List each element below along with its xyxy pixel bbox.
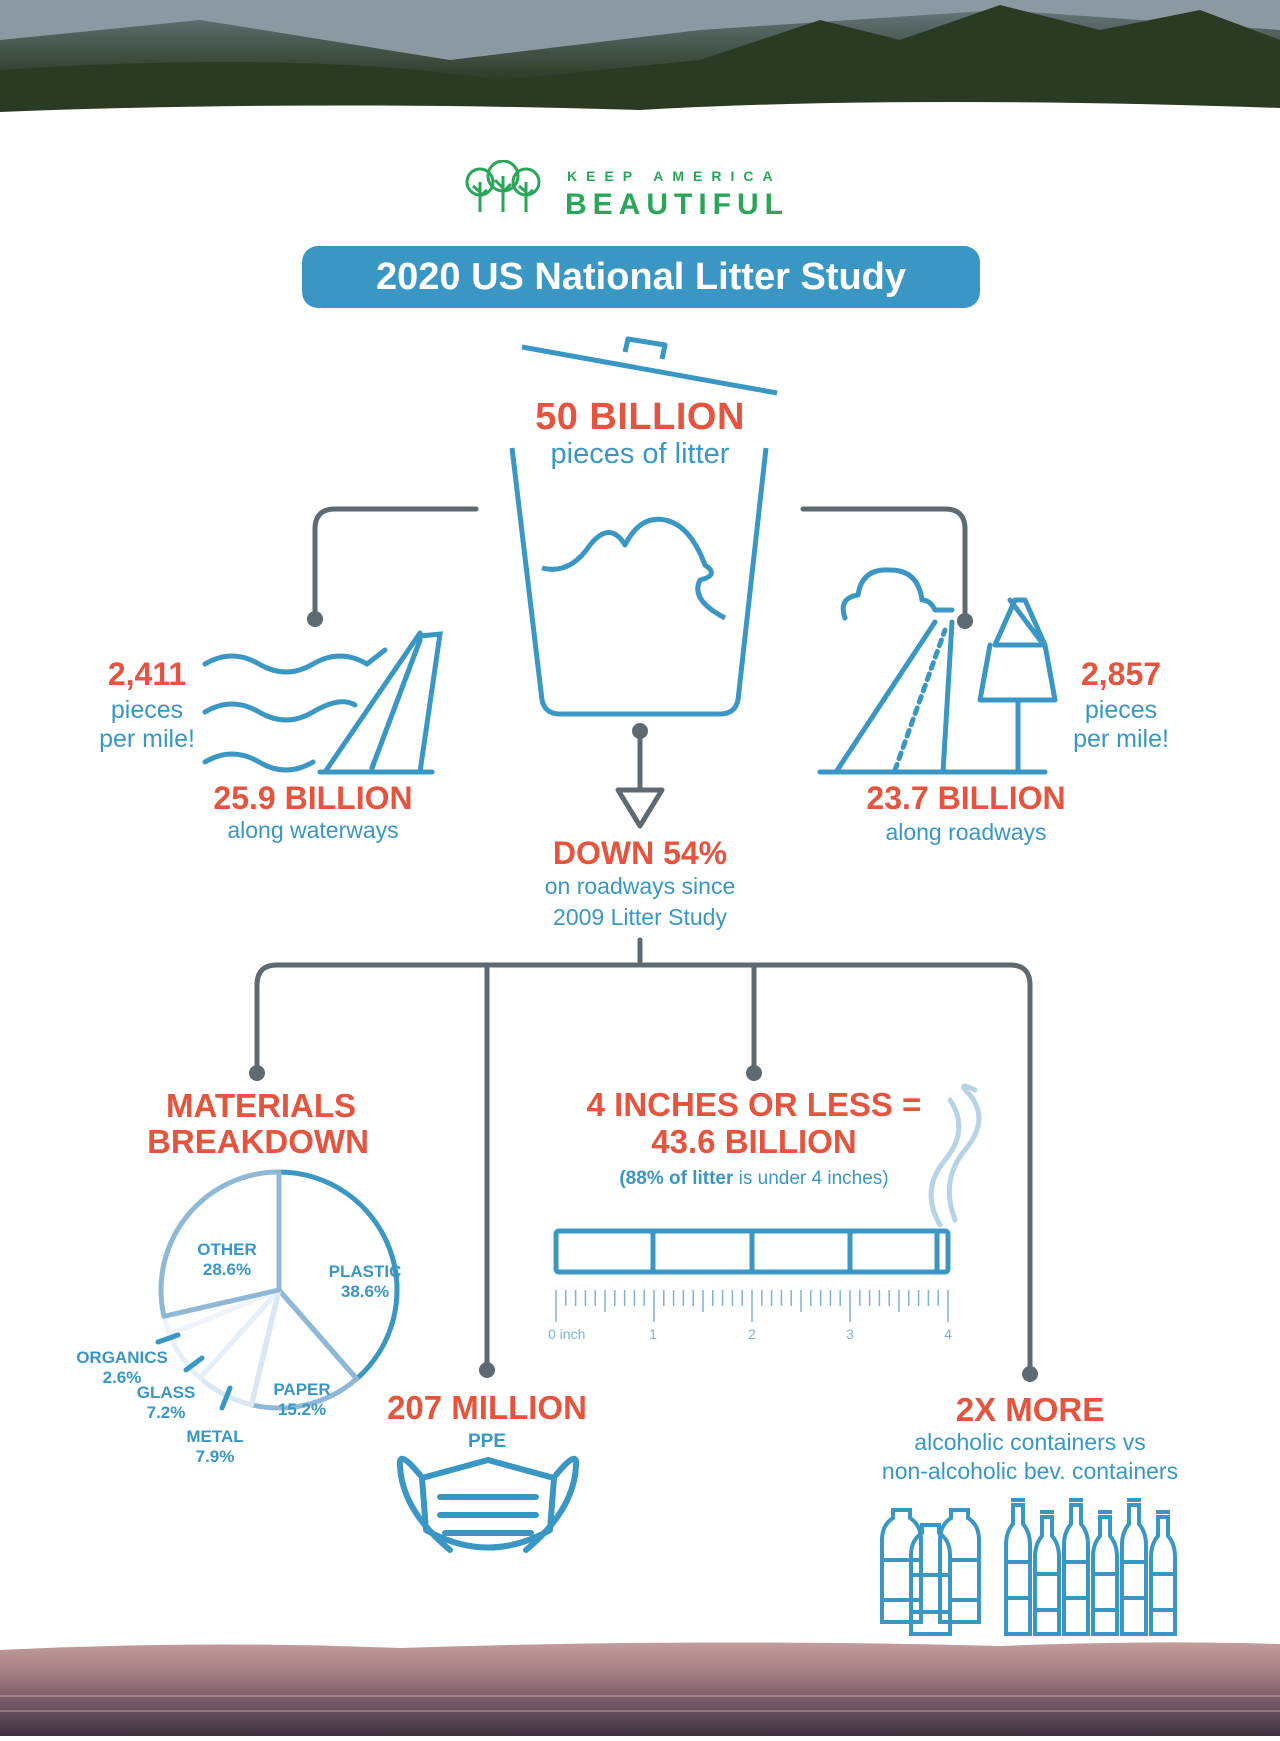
roadways-per-mile-l1: pieces [1084, 696, 1158, 724]
roadways-value: 23.7 BILLION [866, 780, 1066, 816]
connector-tree [254, 937, 1033, 1376]
smoke-icon [928, 1083, 982, 1228]
pie-label-name: METAL [186, 1427, 244, 1446]
beer-bottle [1120, 1498, 1148, 1636]
lake-reflection [0, 1636, 1280, 1712]
ruler-label-0: 0 inch [548, 1326, 586, 1342]
pie-label-value: 15.2% [277, 1400, 327, 1419]
pie-label-name: ORGANICS [76, 1348, 168, 1367]
pie-label-name: PAPER [273, 1380, 331, 1399]
pie-label-value: 38.6% [340, 1282, 390, 1301]
waterways-per-mile-l2: per mile! [99, 725, 195, 753]
pie-label-value: 2.6% [102, 1368, 142, 1387]
pie-label-organics: ORGANICS 2.6% [76, 1348, 168, 1388]
logo-text-top: KEEP AMERICA [567, 168, 782, 184]
connector-roadways [800, 506, 968, 623]
header-landscape-photo [0, 0, 1280, 130]
materials-pie-chart [155, 1169, 400, 1411]
page-title: 2020 US National Litter Study [302, 246, 980, 308]
pie-leader-metal [219, 1385, 233, 1411]
waterways-per-mile-l1: pieces [110, 696, 184, 724]
size-note-bold: (88% of litter [619, 1168, 734, 1189]
pie-leader-glass [183, 1355, 205, 1373]
connectors [254, 506, 1033, 1376]
containers-line2: non-alcoholic bev. containers [881, 1458, 1179, 1484]
pie-label-value: 28.6% [202, 1260, 252, 1279]
total-label: pieces of litter [550, 438, 730, 470]
roadways-label: along roadways [885, 819, 1047, 845]
pie-label-plastic: PLASTIC 38.6% [329, 1262, 402, 1302]
ruler-label-3: 3 [846, 1326, 854, 1342]
containers-line1: alcoholic containers vs [914, 1429, 1146, 1455]
materials-title-1: MATERIALS [165, 1087, 357, 1124]
size-line1: 4 INCHES OR LESS = [586, 1086, 922, 1123]
beer-bottle [1062, 1498, 1090, 1636]
pie-label-paper: PAPER 15.2% [273, 1380, 330, 1420]
forest-silhouette [0, 0, 1280, 130]
pie-slice-plastic [276, 1169, 400, 1382]
keep-america-beautiful-logo [458, 159, 558, 225]
pie-leader-organics [155, 1332, 181, 1345]
pie-label-name: PLASTIC [328, 1262, 402, 1281]
pie-slice-paper [248, 1287, 360, 1411]
materials-title-2: BREAKDOWN [147, 1123, 369, 1160]
containers-value: 2X MORE [955, 1391, 1105, 1428]
size-line2: 43.6 BILLION [651, 1123, 857, 1160]
pie-label-value: 7.2% [146, 1403, 186, 1422]
ppe-label: PPE [467, 1431, 507, 1452]
trash-can-icon [509, 336, 778, 717]
pie-slice-other [158, 1169, 282, 1319]
beer-bottle [1091, 1510, 1119, 1636]
footer-lake-photo [0, 1636, 1280, 1736]
road-tree-cloud-icon [817, 567, 1058, 775]
pie-label-other: OTHER 28.6% [197, 1240, 257, 1280]
logo-text-bottom: BEAUTIFUL [565, 188, 789, 221]
ppe-value: 207 MILLION [387, 1389, 587, 1426]
cigarette-icon [553, 1228, 951, 1275]
ruler-label-2: 2 [748, 1326, 756, 1342]
waterways-per-mile: 2,411 [107, 656, 187, 692]
pie-label-name: GLASS [136, 1383, 196, 1402]
beer-bottle [1149, 1510, 1177, 1636]
connector-waterways [312, 506, 479, 620]
ruler [555, 1290, 949, 1322]
beer-bottle [1004, 1498, 1032, 1636]
ruler-label-4: 4 [944, 1326, 952, 1342]
roadways-per-mile: 2,857 [1080, 656, 1162, 692]
waterways-value: 25.9 BILLION [213, 780, 413, 816]
trend-value: DOWN 54% [552, 835, 728, 871]
ruler-label-1: 1 [649, 1326, 657, 1342]
beer-bottle [1033, 1510, 1061, 1636]
pie-label-glass: GLASS 7.2% [137, 1383, 196, 1423]
waves-road-icon [202, 630, 443, 775]
arrow-down-icon [615, 740, 665, 829]
connector-dots [249, 611, 1038, 1382]
trend-line2: 2009 Litter Study [553, 904, 727, 930]
waterways-label: along waterways [227, 817, 399, 843]
trees-logo-icon [465, 159, 541, 212]
size-note: (88% of litter is under 4 inches) [619, 1168, 888, 1190]
bottles-icon [880, 1498, 1177, 1636]
size-note-rest: is under 4 inches) [733, 1168, 889, 1189]
trend-line1: on roadways since [544, 873, 736, 899]
pie-label-name: OTHER [197, 1240, 257, 1259]
roadways-per-mile-l2: per mile! [1073, 725, 1169, 753]
pie-label-value: 7.9% [195, 1447, 235, 1466]
total-value: 50 BILLION [535, 396, 745, 438]
face-mask-icon [396, 1455, 580, 1553]
pie-label-metal: METAL 7.9% [186, 1427, 243, 1467]
